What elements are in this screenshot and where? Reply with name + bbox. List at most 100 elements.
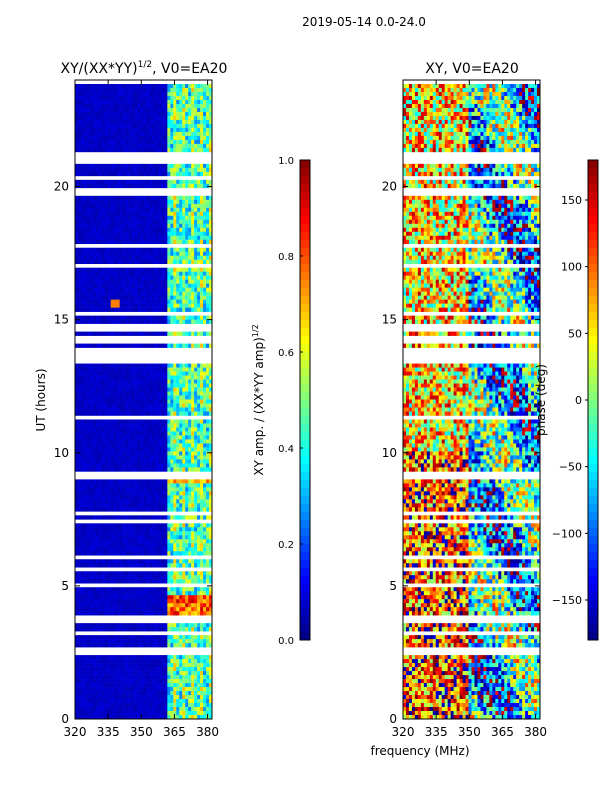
heatmap-cell [167,503,171,508]
heatmap-cell [167,611,171,616]
heatmap-cell [75,219,79,225]
heatmap-cell [119,391,123,396]
heatmap-cell [179,103,183,109]
heatmap-cell [89,491,94,496]
heatmap-cell [191,579,195,584]
heatmap-cell [107,143,112,149]
heatmap-cell [83,303,88,308]
heatmap-cell [200,103,204,109]
heatmap-cell [119,591,123,596]
heatmap-cell [203,287,207,292]
heatmap-cell [131,371,135,376]
heatmap-cell [80,487,85,492]
heatmap-cell [83,99,88,105]
heatmap-cell [143,315,147,320]
heatmap-cell [137,595,141,600]
heatmap-cell [89,455,94,460]
heatmap-cell [101,319,106,324]
heatmap-cell [194,363,198,368]
heatmap-cell [143,391,147,396]
heatmap-cell [128,223,132,229]
heatmap-cell [197,279,201,284]
heatmap-cell [83,375,88,380]
heatmap-cell [101,599,106,604]
heatmap-cell [92,267,97,272]
heatmap-cell [200,259,204,265]
heatmap-cell [122,127,126,133]
heatmap-cell [188,199,192,205]
heatmap-cell [86,123,91,129]
heatmap-cell [146,215,150,221]
heatmap-cell [170,611,174,616]
heatmap-cell [134,423,138,428]
heatmap-cell [116,575,120,580]
heatmap-cell [77,591,82,596]
heatmap-cell [185,375,189,380]
heatmap-cell [122,375,126,380]
heatmap-cell [155,451,159,456]
heatmap-cell [164,283,168,288]
heatmap-cell [107,383,112,388]
heatmap-cell [101,591,106,596]
heatmap-cell [116,499,120,504]
heatmap-cell [146,367,150,372]
heatmap-cell [194,379,198,384]
heatmap-cell [101,259,106,265]
heatmap-cell [75,135,79,141]
heatmap-cell [197,219,201,225]
heatmap-cell [140,83,144,89]
heatmap-cell [194,443,198,448]
heatmap-cell [92,455,97,460]
heatmap-cell [110,171,115,177]
heatmap-cell [143,531,147,536]
heatmap-cell [197,131,201,137]
heatmap-cell [95,147,100,153]
heatmap-cell [179,571,183,576]
heatmap-cell [125,575,129,580]
heatmap-cell [107,111,112,117]
heatmap-cell [161,495,165,500]
heatmap-cell [182,207,186,213]
heatmap-cell [137,99,141,105]
heatmap-cell [209,115,213,121]
heatmap-cell [206,331,210,336]
heatmap-cell [167,431,171,436]
heatmap-cell [75,171,79,177]
heatmap-cell [119,379,123,384]
heatmap-cell [143,411,147,416]
heatmap-cell [98,307,103,312]
heatmap-cell [170,111,174,117]
heatmap-cell [95,535,100,540]
heatmap-cell [155,143,159,149]
heatmap-cell [137,463,141,468]
heatmap-cell [143,167,147,173]
heatmap-cell [206,231,210,237]
heatmap-cell [131,399,135,404]
heatmap-cell [206,435,210,440]
heatmap-cell [182,411,186,416]
heatmap-cell [75,107,79,113]
heatmap-cell [143,563,147,568]
heatmap-cell [95,395,100,400]
heatmap-cell [77,207,82,213]
heatmap-cell [158,419,162,424]
heatmap-cell [86,163,91,169]
heatmap-cell [137,439,141,444]
heatmap-cell [209,451,213,456]
heatmap-cell [119,411,123,416]
heatmap-cell [125,275,129,280]
heatmap-cell [140,607,144,612]
heatmap-cell [146,111,150,117]
heatmap-cell [110,503,115,508]
heatmap-cell [83,255,88,261]
heatmap-cell [209,611,213,616]
heatmap-cell [125,379,129,384]
heatmap-cell [197,447,201,452]
heatmap-cell [110,123,115,129]
heatmap-cell [128,315,132,320]
heatmap-cell [200,427,204,432]
heatmap-cell [179,307,183,312]
heatmap-cell [155,455,159,460]
heatmap-cell [194,483,198,488]
heatmap-cell [164,595,168,600]
